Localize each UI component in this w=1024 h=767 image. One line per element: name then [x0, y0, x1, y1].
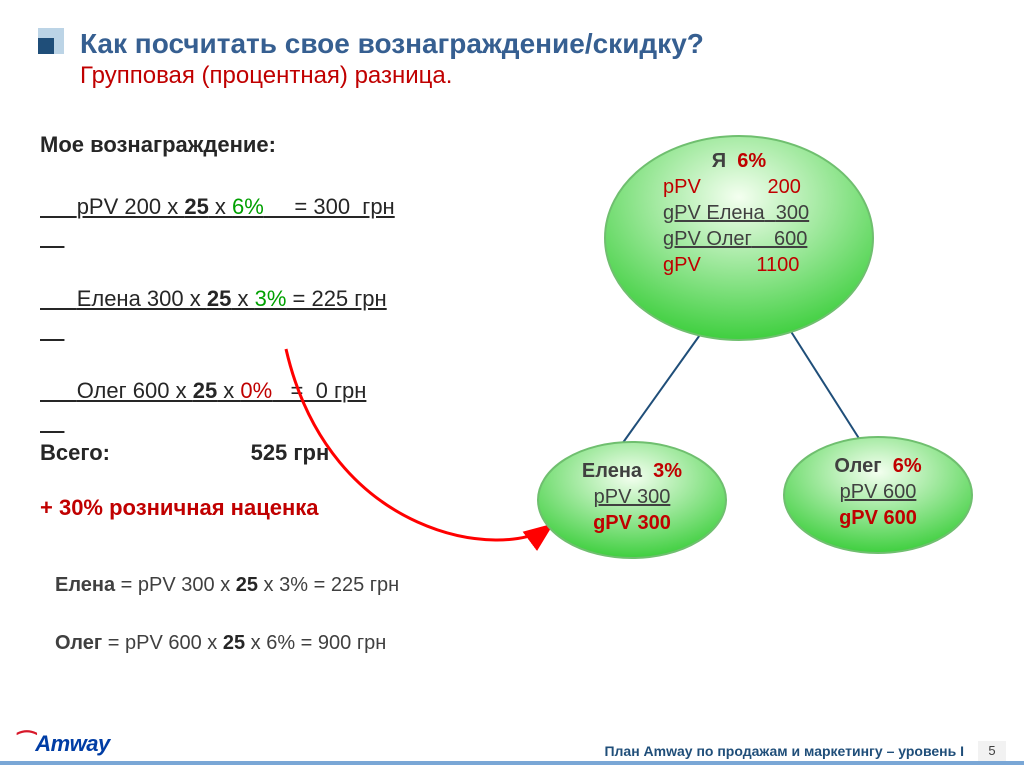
main-row-2: gPV Олег 600	[663, 226, 833, 252]
total-line: Всего: 525 грн	[40, 438, 510, 469]
bottom-calc-0: Елена = pPV 300 x 25 x 3% = 225 грн	[55, 574, 399, 597]
title-sub: Групповая (процентная) разница.	[80, 62, 984, 90]
calc-line-0: pPV 200 x 25 x 6% = 300 грн	[40, 161, 510, 253]
node-oleg-text: Олег 6% pPV 600 gPV 600	[784, 453, 972, 531]
reward-heading: Мое вознаграждение:	[40, 130, 510, 161]
footer-text: План Amway по продажам и маркетингу – ур…	[604, 743, 964, 759]
bottom-calc-1: Олег = pPV 600 x 25 x 6% = 900 грн	[55, 632, 386, 655]
node-main-header: Я 6%	[605, 148, 873, 174]
node-elena-text: Елена 3% pPV 300 gPV 300	[538, 458, 726, 536]
calc-line-1: Елена 300 x 25 x 3% = 225 грн	[40, 253, 510, 345]
markup-line: + 30% розничная наценка	[40, 493, 510, 524]
connector-left	[622, 332, 702, 444]
title-main: Как посчитать свое вознаграждение/скидку…	[80, 28, 984, 60]
page-number: 5	[978, 741, 1006, 761]
main-row-1: gPV Елена 300	[663, 200, 833, 226]
main-row-0: pPV 200	[663, 174, 833, 200]
node-main-text: Я 6% pPV 200 gPV Елена 300 gPV Олег 600 …	[605, 148, 873, 278]
reward-block: Мое вознаграждение: pPV 200 x 25 x 6% = …	[40, 130, 510, 524]
title-block: Как посчитать свое вознаграждение/скидку…	[80, 28, 984, 90]
connector-right	[790, 330, 860, 440]
main-row-3: gPV 1100	[663, 252, 833, 278]
slide: Как посчитать свое вознаграждение/скидку…	[0, 0, 1024, 767]
logo: ⁀Amway	[18, 731, 110, 757]
calc-line-2: Олег 600 x 25 x 0% = 0 грн	[40, 346, 510, 438]
corner-accent	[38, 28, 64, 54]
